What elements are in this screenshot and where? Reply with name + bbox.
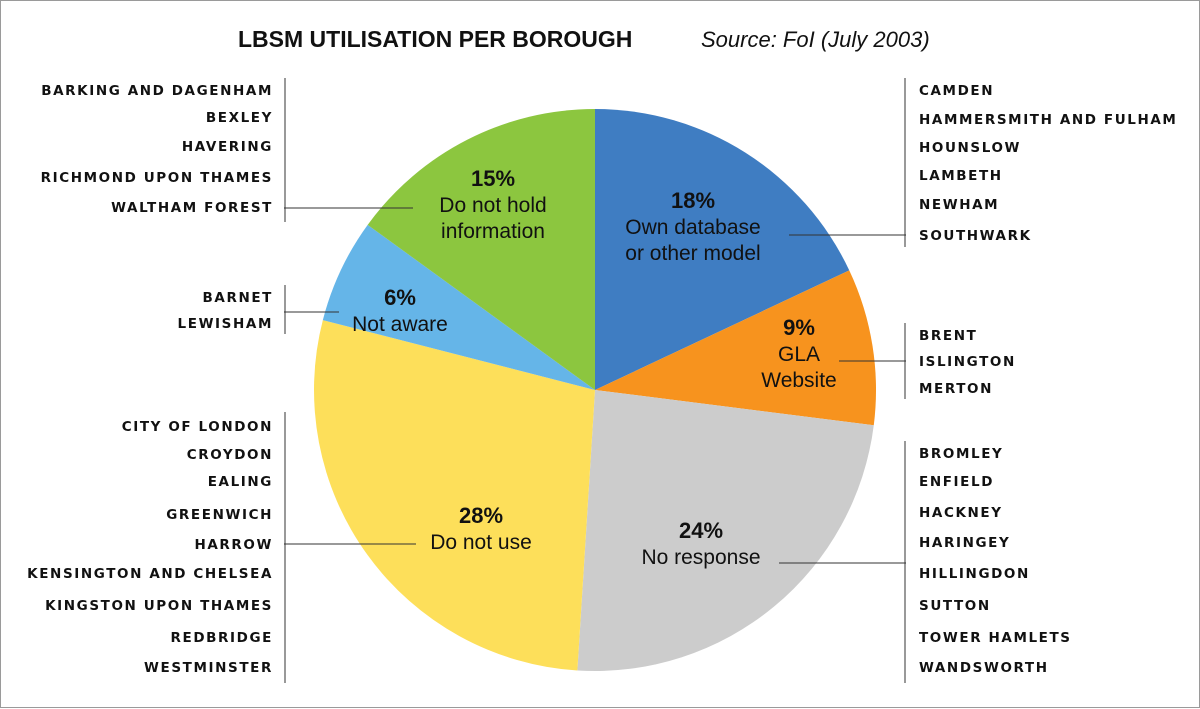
pie-slice-nohold xyxy=(367,108,595,390)
pie-slice-notuse xyxy=(314,320,595,671)
borough-notuse-0: CITY OF LONDON xyxy=(122,419,273,435)
slice-label-own-1: or other model xyxy=(625,242,760,265)
borough-gla-1: ISLINGTON xyxy=(919,354,1016,370)
slice-label-noresp-0: No response xyxy=(641,546,760,569)
borough-notaware-0: BARNET xyxy=(203,290,273,306)
slice-labels: 18% Own database or other model 9% GLA Websit… xyxy=(352,166,837,569)
pie-slice-noresp xyxy=(577,390,874,672)
borough-own-4: NEWHAM xyxy=(919,197,999,213)
borough-noresp-6: TOWER HAMLETS xyxy=(919,630,1072,646)
borough-gla-2: MERTON xyxy=(919,381,993,397)
borough-noresp-1: ENFIELD xyxy=(919,474,994,490)
borough-notuse-3: GREENWICH xyxy=(166,507,273,523)
pie-slice-gla xyxy=(595,270,876,426)
chart-title: LBSM UTILISATION PER BOROUGH xyxy=(238,26,632,52)
borough-own-3: LAMBETH xyxy=(919,168,1003,184)
borough-noresp-0: BROMLEY xyxy=(919,446,1003,462)
borough-notaware-1: LEWISHAM xyxy=(178,316,273,332)
borough-notuse-2: EALING xyxy=(208,474,273,490)
leader-lines xyxy=(284,78,906,683)
borough-notuse-8: WESTMINSTER xyxy=(144,660,273,676)
slice-label-notuse-0: Do not use xyxy=(430,531,532,554)
borough-gla-0: BRENT xyxy=(919,328,977,344)
slice-label-gla-1: Website xyxy=(761,369,836,392)
borough-noresp-5: SUTTON xyxy=(919,598,991,614)
borough-noresp-2: HACKNEY xyxy=(919,505,1003,521)
slice-percent-notaware: 6% xyxy=(384,285,416,310)
slice-label-gla-0: GLA xyxy=(778,343,820,366)
slice-label-own-0: Own database xyxy=(625,216,760,239)
slice-label-notaware-0: Not aware xyxy=(352,313,448,336)
slice-label-nohold-0: Do not hold xyxy=(439,194,546,217)
borough-notuse-4: HARROW xyxy=(194,537,273,553)
borough-nohold-0: BARKING AND DAGENHAM xyxy=(41,83,273,99)
borough-nohold-2: HAVERING xyxy=(182,139,273,155)
borough-notuse-7: REDBRIDGE xyxy=(171,630,273,646)
slice-percent-gla: 9% xyxy=(783,315,815,340)
borough-noresp-7: WANDSWORTH xyxy=(919,660,1049,676)
slice-percent-notuse: 28% xyxy=(459,503,503,528)
borough-own-0: CAMDEN xyxy=(919,83,994,99)
pie-slices xyxy=(314,108,876,672)
slice-percent-nohold: 15% xyxy=(471,166,515,191)
borough-notuse-1: CROYDON xyxy=(187,447,273,463)
slice-percent-own: 18% xyxy=(671,188,715,213)
borough-own-5: SOUTHWARK xyxy=(919,228,1032,244)
borough-nohold-4: WALTHAM FOREST xyxy=(111,200,273,216)
borough-own-1: HAMMERSMITH AND FULHAM xyxy=(919,112,1177,128)
borough-lists: CAMDEN HAMMERSMITH AND FULHAM HOUNSLOW LAMB… xyxy=(27,83,1177,676)
borough-own-2: HOUNSLOW xyxy=(919,140,1021,156)
borough-notuse-6: KINGSTON UPON THAMES xyxy=(45,598,273,614)
slice-label-nohold-1: information xyxy=(441,220,545,243)
chart-source: Source: FoI (July 2003) xyxy=(701,27,930,52)
borough-noresp-3: HARINGEY xyxy=(919,535,1010,551)
pie-slice-notaware xyxy=(322,224,595,390)
borough-noresp-4: HILLINGDON xyxy=(919,566,1030,582)
pie-slice-own xyxy=(595,109,850,390)
borough-nohold-1: BEXLEY xyxy=(206,110,273,126)
slice-percent-noresp: 24% xyxy=(679,518,723,543)
borough-notuse-5: KENSINGTON AND CHELSEA xyxy=(27,566,273,582)
borough-nohold-3: RICHMOND UPON THAMES xyxy=(41,170,273,186)
